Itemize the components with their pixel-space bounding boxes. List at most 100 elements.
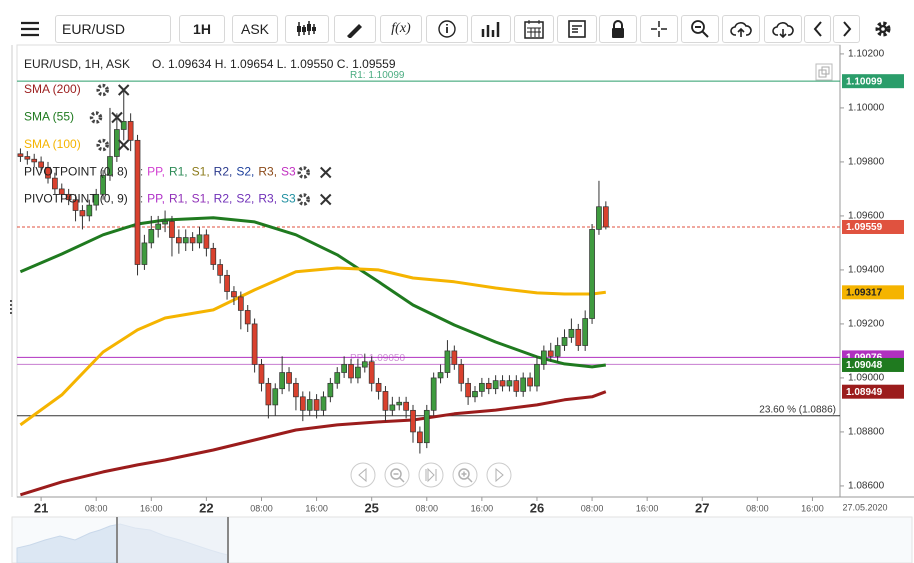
remove-icon[interactable] bbox=[117, 139, 130, 151]
candle-body bbox=[93, 193, 100, 206]
scroll-right-button[interactable] bbox=[486, 462, 512, 488]
chart-type-button[interactable] bbox=[285, 15, 329, 43]
indicator-param: S3 bbox=[281, 165, 296, 179]
icon bbox=[875, 21, 891, 37]
price-tag-label: 1.08949 bbox=[846, 387, 883, 398]
sma-line bbox=[19, 390, 607, 497]
cross bbox=[117, 84, 130, 96]
candle-body bbox=[120, 121, 127, 130]
reset-button[interactable] bbox=[418, 462, 444, 488]
calendar-button[interactable] bbox=[514, 15, 554, 43]
gear-hole bbox=[302, 197, 306, 202]
gear bbox=[89, 111, 103, 124]
candle-body bbox=[568, 328, 575, 338]
settings-icon[interactable] bbox=[297, 166, 310, 179]
x-tick-label: 08:00 bbox=[416, 503, 439, 513]
candle-body bbox=[389, 404, 396, 411]
indicator-param: : bbox=[140, 165, 143, 179]
candle-body bbox=[499, 380, 506, 387]
candle-body bbox=[368, 361, 375, 384]
candle-body bbox=[561, 337, 568, 346]
maximize-icon[interactable] bbox=[815, 63, 833, 81]
gear bbox=[297, 166, 310, 179]
candle-body bbox=[196, 234, 203, 244]
remove-icon[interactable] bbox=[320, 166, 332, 179]
indicator-param: S1, bbox=[192, 192, 210, 206]
candle-body bbox=[547, 350, 554, 357]
settings-icon[interactable] bbox=[297, 193, 310, 206]
indicator-name: PIVOTPOINT (0, 8) bbox=[24, 165, 128, 179]
candle-body bbox=[175, 237, 182, 244]
remove-icon[interactable] bbox=[117, 84, 130, 96]
zoom-button[interactable] bbox=[681, 15, 719, 43]
x-tick-label: 22 bbox=[199, 500, 213, 515]
interval-button[interactable]: 1H bbox=[179, 15, 225, 43]
settings-icon[interactable] bbox=[96, 83, 109, 97]
gear-hole bbox=[101, 143, 105, 147]
function-button[interactable]: f(x) bbox=[380, 15, 422, 43]
sma-line bbox=[19, 266, 606, 427]
symbol-input[interactable]: EUR/USD bbox=[55, 15, 171, 43]
indicator-param: S3 bbox=[281, 192, 296, 206]
candle-body bbox=[148, 229, 155, 244]
zoom-in-button[interactable] bbox=[452, 462, 478, 488]
indicator-param: R1, bbox=[169, 165, 188, 179]
candle-body bbox=[506, 380, 513, 387]
forward-button[interactable] bbox=[833, 15, 860, 43]
x-tick-label: 08:00 bbox=[581, 503, 604, 513]
candle-body bbox=[479, 382, 485, 392]
candle-body bbox=[451, 350, 458, 365]
indicators-button[interactable] bbox=[471, 15, 511, 43]
icon bbox=[481, 22, 500, 37]
download-button[interactable] bbox=[764, 15, 802, 43]
settings-icon[interactable] bbox=[96, 138, 109, 152]
lock-button[interactable] bbox=[599, 15, 637, 43]
y-tick-label: 1.10200 bbox=[848, 49, 885, 60]
cross bbox=[320, 166, 332, 179]
candle-body bbox=[203, 234, 210, 249]
zoom-out-button[interactable] bbox=[384, 462, 410, 488]
candle-body bbox=[141, 242, 148, 265]
crosshair-button[interactable] bbox=[640, 15, 678, 43]
upload-button[interactable] bbox=[722, 15, 760, 43]
scroll-left-button[interactable] bbox=[350, 462, 376, 488]
remove-icon[interactable] bbox=[320, 193, 332, 206]
candle-body bbox=[293, 382, 299, 398]
price-tag-label: 1.10099 bbox=[846, 76, 883, 87]
legend-entry: SMA (55) bbox=[24, 110, 74, 124]
icon bbox=[691, 20, 709, 38]
candle-body bbox=[52, 177, 58, 190]
candle-body bbox=[162, 220, 168, 225]
legend-entry: SMA (100) bbox=[24, 137, 81, 151]
candle-body bbox=[596, 206, 602, 230]
candle-body bbox=[582, 318, 589, 346]
candle-body bbox=[396, 401, 403, 406]
indicator-param: S2, bbox=[236, 192, 254, 206]
candle-body bbox=[72, 199, 79, 211]
candle-body bbox=[272, 388, 279, 406]
candle-body bbox=[458, 364, 465, 384]
legend-entry: SMA (200) bbox=[24, 82, 81, 96]
candle-body bbox=[313, 399, 320, 411]
indicator-param: S2, bbox=[236, 165, 254, 179]
template-button[interactable] bbox=[557, 15, 597, 43]
candle-body bbox=[286, 372, 292, 384]
back-button[interactable] bbox=[804, 15, 831, 43]
x-tick-label: 27 bbox=[695, 500, 709, 515]
remove-icon[interactable] bbox=[111, 111, 123, 124]
y-tick-label: 1.08800 bbox=[848, 427, 885, 438]
settings-icon[interactable] bbox=[89, 111, 103, 124]
candle-body bbox=[327, 382, 334, 398]
candle-body bbox=[189, 237, 196, 244]
gear bbox=[96, 83, 109, 97]
candle-body bbox=[375, 382, 382, 392]
zoom-controls bbox=[350, 462, 512, 488]
settings-button[interactable] bbox=[866, 15, 900, 43]
icon bbox=[347, 24, 362, 38]
navigator-window[interactable] bbox=[117, 517, 228, 563]
menu-button[interactable] bbox=[12, 15, 48, 43]
side-button[interactable]: ASK bbox=[232, 15, 278, 43]
info-button[interactable] bbox=[426, 15, 468, 43]
draw-button[interactable] bbox=[334, 15, 376, 43]
